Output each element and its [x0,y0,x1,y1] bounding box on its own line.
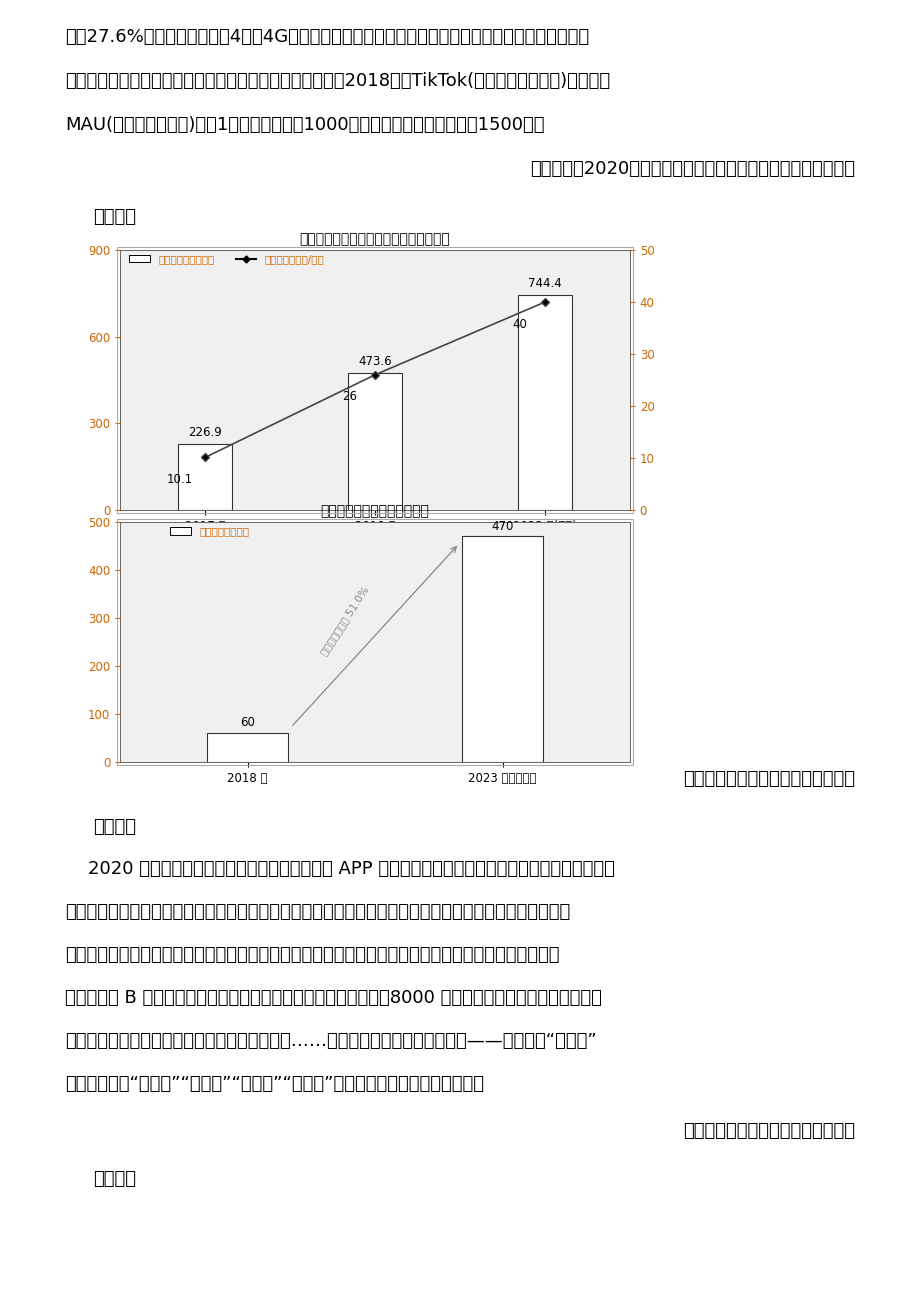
Text: 达到27.6%。由于拥有人口超4亿及4G网络覆盖迅速扩张，短视频平台在这三个国家的开发潜力巨大。: 达到27.6%。由于拥有人口超4亿及4G网络覆盖迅速扩张，短视频平台在这三个国家… [65,29,588,46]
Bar [207,733,288,762]
Text: 目以多种样态呈现。大屏与小屏的深度融合不仅让受众数量数倍增长，制播团队收获更多资源和更多机会，: 目以多种样态呈现。大屏与小屏的深度融合不仅让受众数量数倍增长，制播团队收获更多资… [65,904,570,921]
Bar [517,296,572,510]
Text: 材料四：: 材料四： [93,1170,136,1187]
Text: 合作到如价的“制作向”“资源向”“资本向”“人才向”全方位融合，获得了新的经验。: 合作到如价的“制作向”“资源向”“资本向”“人才向”全方位融合，获得了新的经验。 [65,1075,483,1092]
Bar [347,374,402,510]
Text: 26: 26 [342,391,357,404]
Text: 节经由短视频传播，成为互联网传播的热点视频……平台间的合作方式正不断迭代——从最初的“传播向”: 节经由短视频传播，成为互联网传播的热点视频……平台间的合作方式正不断迭代——从最… [65,1032,596,1049]
Text: 2020 年中央电视台春节联欢晚会与快手短视频 APP 合作，开启新的传播模式，打破大小屏壁垒，让节: 2020 年中央电视台春节联欢晚会与快手短视频 APP 合作，开启新的传播模式，… [65,861,614,878]
Text: 226.9: 226.9 [187,426,221,439]
Text: 复合年增长率为 51.0%: 复合年增长率为 51.0% [318,585,370,656]
Text: 40: 40 [512,318,527,331]
Text: 材料二：: 材料二： [93,208,136,227]
Text: MAU(月活跃用户数量)超过1亿，在泰国约有1000万，而在印度尼西亚则超过1500万。: MAU(月活跃用户数量)超过1亿，在泰国约有1000万，而在印度尼西亚则超过15… [65,116,544,134]
Title: 中国短视频营销市场规模情况: 中国短视频营销市场规模情况 [320,504,429,518]
Bar [461,536,543,762]
Text: 60: 60 [240,716,255,729]
Text: 也让台、网、端的深度融合拥有了更广阔的发展空间，优秀节目呈现出多样态表达。央视《国家宝藏》栏: 也让台、网、端的深度融合拥有了更广阔的发展空间，优秀节目呈现出多样态表达。央视《… [65,947,559,963]
Text: （摘编自《台网端深度融合加速》）: （摘编自《台网端深度融合加速》） [682,1122,854,1141]
Bar [177,444,232,510]
Text: 473.6: 473.6 [357,355,391,368]
Text: 材料三：: 材料三： [93,818,136,836]
Title: 短视频平台用户规模及用户花费时间情况: 短视频平台用户规模及用户花费时间情况 [300,232,450,246]
Legend: 用户规模（百万人）, 花费时数（小时/月）: 用户规模（百万人）, 花费时数（小时/月） [125,250,328,268]
Text: （摘编自《2020年中国短视频营销市场规模及发展趋势分析》）: （摘编自《2020年中国短视频营销市场规模及发展趋势分析》） [529,160,854,178]
Text: 处于领先水平的中国短视频平台正在东南亚地区快速发展。2018年，TikTok(抖音短视频国际版)的总海外: 处于领先水平的中国短视频平台正在东南亚地区快速发展。2018年，TikTok(抖… [65,72,609,90]
Text: 目注册成为 B 站信息发布账号后，每期节目的实时弹幕数最高达到8000 条；《中国诗词大会》的飞花令环: 目注册成为 B 站信息发布账号后，每期节目的实时弹幕数最高达到8000 条；《中… [65,990,601,1006]
Text: 470: 470 [491,519,513,533]
Text: 10.1: 10.1 [166,473,192,486]
Text: 744.4: 744.4 [528,277,562,290]
Legend: 市场规模（亿元）: 市场规模（亿元） [165,522,254,540]
Text: （资料来源：中商产业研究院整理）: （资料来源：中商产业研究院整理） [682,769,854,788]
